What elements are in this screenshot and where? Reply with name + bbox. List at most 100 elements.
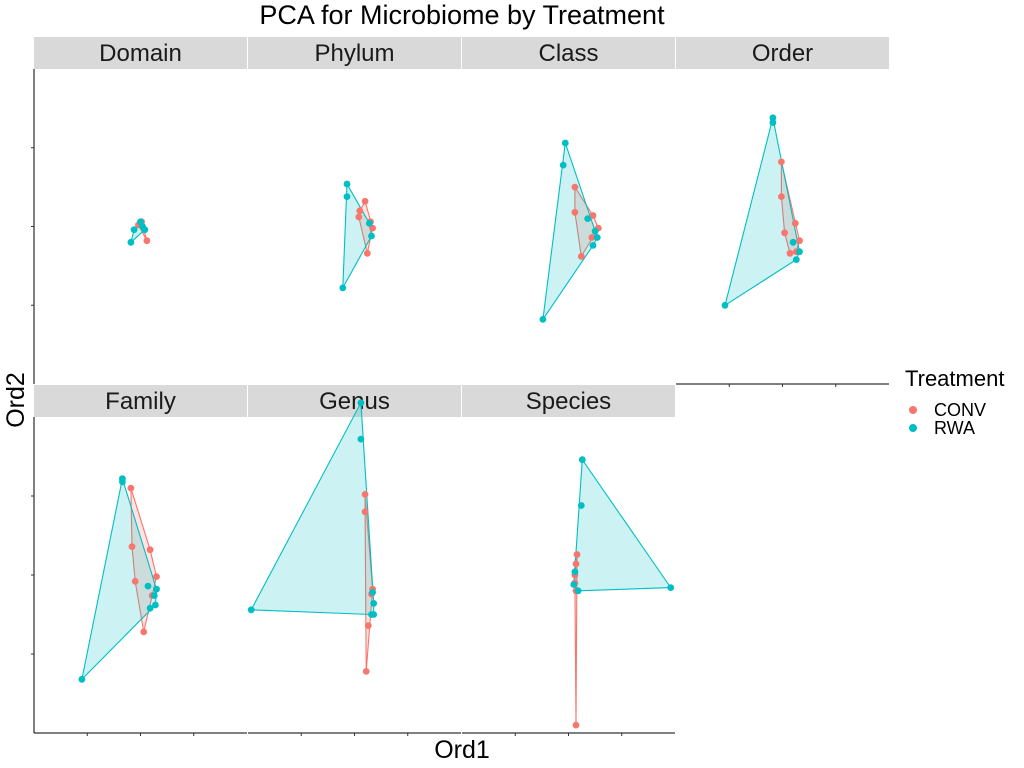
point-conv xyxy=(588,234,596,241)
point-rwa xyxy=(593,234,601,241)
y-axis-title: Ord2 xyxy=(2,372,30,428)
point-rwa xyxy=(789,238,797,246)
point-rwa xyxy=(366,219,373,227)
point-conv xyxy=(153,573,160,580)
legend-label-conv: CONV xyxy=(934,400,986,420)
point-conv xyxy=(573,551,581,558)
point-rwa xyxy=(146,604,154,612)
point-rwa xyxy=(589,242,597,249)
facet-panels: Domain Phylum Class Order Family Genus Species xyxy=(31,37,889,736)
hull-rwa xyxy=(724,117,801,307)
point-rwa xyxy=(152,601,159,609)
point-conv xyxy=(781,229,788,237)
point-conv xyxy=(127,484,135,492)
point-rwa xyxy=(144,582,152,590)
panel-strip xyxy=(462,37,675,69)
point-rwa xyxy=(369,589,376,596)
point-rwa xyxy=(769,119,777,126)
point-rwa xyxy=(792,256,800,263)
point-rwa xyxy=(570,581,578,588)
hull-rwa xyxy=(542,142,598,320)
panel-strip xyxy=(34,37,247,69)
point-conv xyxy=(778,158,785,166)
legend-key-conv xyxy=(909,406,917,414)
point-rwa xyxy=(721,301,729,309)
point-rwa xyxy=(667,584,675,591)
point-conv xyxy=(140,628,148,636)
panel-phylum: Phylum xyxy=(248,37,461,292)
point-rwa xyxy=(339,284,347,292)
panel-species: Species xyxy=(462,385,675,736)
point-rwa xyxy=(368,232,375,240)
chart-title: PCA for Microbiome by Treatment xyxy=(259,0,665,30)
point-rwa xyxy=(130,226,138,234)
point-rwa xyxy=(769,114,777,122)
point-rwa xyxy=(247,606,255,614)
panel-order: Order xyxy=(676,37,889,387)
point-rwa xyxy=(127,238,135,246)
legend-title: Treatment xyxy=(905,366,1004,391)
point-rwa xyxy=(153,585,160,593)
legend-label-rwa: RWA xyxy=(934,418,975,438)
panel-class: Class xyxy=(462,37,675,323)
point-rwa xyxy=(78,675,86,683)
panel-strip xyxy=(248,37,461,69)
point-conv xyxy=(369,224,376,232)
panel-genus: Genus xyxy=(247,385,461,736)
point-rwa xyxy=(577,502,585,509)
point-conv xyxy=(589,212,597,219)
panel-strip xyxy=(34,385,247,417)
point-conv xyxy=(571,208,579,216)
point-conv xyxy=(362,668,370,675)
point-conv xyxy=(128,543,136,550)
panel-strip-label: Order xyxy=(752,40,813,67)
hull-rwa xyxy=(250,400,375,616)
panel-strip-label: Genus xyxy=(319,388,390,415)
panel-strip-label: Phylum xyxy=(314,40,394,67)
panel-strip-label: Species xyxy=(526,388,611,415)
point-rwa xyxy=(578,456,586,464)
point-conv xyxy=(361,508,369,516)
point-conv xyxy=(791,219,799,227)
point-conv xyxy=(571,183,579,191)
panel-domain: Domain xyxy=(31,37,247,384)
point-rwa xyxy=(343,193,351,201)
panel-strip-label: Domain xyxy=(99,40,182,67)
point-conv xyxy=(364,622,372,629)
point-conv xyxy=(146,546,154,554)
point-conv xyxy=(572,721,580,729)
point-conv xyxy=(361,491,369,498)
point-rwa xyxy=(119,478,126,486)
point-rwa xyxy=(357,435,365,443)
point-rwa xyxy=(571,568,579,576)
panel-strip xyxy=(462,385,675,417)
point-rwa xyxy=(370,611,378,618)
panel-strip-label: Family xyxy=(105,388,176,415)
point-conv xyxy=(778,193,785,201)
point-conv xyxy=(356,207,364,215)
panel-strip xyxy=(248,385,461,417)
point-rwa xyxy=(591,227,599,235)
legend-key-rwa xyxy=(909,424,917,432)
point-rwa xyxy=(559,161,567,169)
point-rwa xyxy=(574,587,582,595)
point-rwa xyxy=(370,600,378,607)
panel-family: Family xyxy=(31,385,247,736)
hull-rwa xyxy=(80,478,158,681)
point-conv xyxy=(363,249,371,257)
point-rwa xyxy=(539,316,547,323)
point-conv xyxy=(143,237,151,245)
point-conv xyxy=(796,237,803,245)
hull-rwa xyxy=(573,458,672,592)
panel-strip xyxy=(676,37,889,69)
point-rwa xyxy=(150,592,158,599)
point-rwa xyxy=(343,180,351,188)
point-conv xyxy=(577,253,585,260)
point-rwa xyxy=(141,226,149,234)
x-axis-title: Ord1 xyxy=(434,736,490,764)
panel-strip-label: Class xyxy=(538,40,598,67)
point-conv xyxy=(786,249,794,257)
